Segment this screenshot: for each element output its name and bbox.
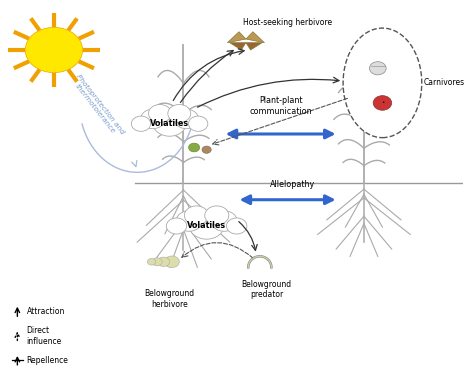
Circle shape xyxy=(189,143,200,152)
Text: Carnivores: Carnivores xyxy=(424,78,465,87)
Circle shape xyxy=(211,211,237,231)
Text: Belowground
herbivore: Belowground herbivore xyxy=(145,289,195,309)
Circle shape xyxy=(148,105,171,123)
Text: •: • xyxy=(381,100,384,106)
Circle shape xyxy=(189,211,224,239)
Circle shape xyxy=(166,218,187,234)
Polygon shape xyxy=(246,43,262,50)
Text: Direct
influence: Direct influence xyxy=(27,326,62,346)
Circle shape xyxy=(373,96,392,110)
Circle shape xyxy=(153,110,186,136)
Circle shape xyxy=(157,257,170,266)
Circle shape xyxy=(184,206,209,225)
Circle shape xyxy=(205,206,229,225)
Circle shape xyxy=(152,258,162,266)
Text: Volatiles: Volatiles xyxy=(187,221,226,230)
Circle shape xyxy=(147,259,155,265)
Polygon shape xyxy=(228,32,246,43)
Circle shape xyxy=(369,62,386,75)
Circle shape xyxy=(25,27,82,72)
Text: Allelopathy: Allelopathy xyxy=(270,180,315,189)
Text: Repellence: Repellence xyxy=(27,356,68,365)
Text: Photoprotection and
thermotolerance: Photoprotection and thermotolerance xyxy=(70,74,126,140)
Circle shape xyxy=(189,116,208,131)
Circle shape xyxy=(176,211,202,231)
Circle shape xyxy=(202,146,211,153)
Text: Plant-plant
communication: Plant-plant communication xyxy=(249,96,312,116)
Text: Volatiles: Volatiles xyxy=(150,118,189,128)
Text: Attraction: Attraction xyxy=(27,307,65,316)
Circle shape xyxy=(174,109,199,129)
Circle shape xyxy=(168,105,191,123)
Circle shape xyxy=(164,256,179,268)
Text: Belowground
predator: Belowground predator xyxy=(242,280,292,300)
Ellipse shape xyxy=(343,28,422,138)
Polygon shape xyxy=(246,32,264,43)
Circle shape xyxy=(141,109,165,129)
Text: Host-seeking herbivore: Host-seeking herbivore xyxy=(243,18,332,27)
Circle shape xyxy=(131,116,151,131)
Polygon shape xyxy=(230,43,246,50)
Circle shape xyxy=(227,218,247,234)
